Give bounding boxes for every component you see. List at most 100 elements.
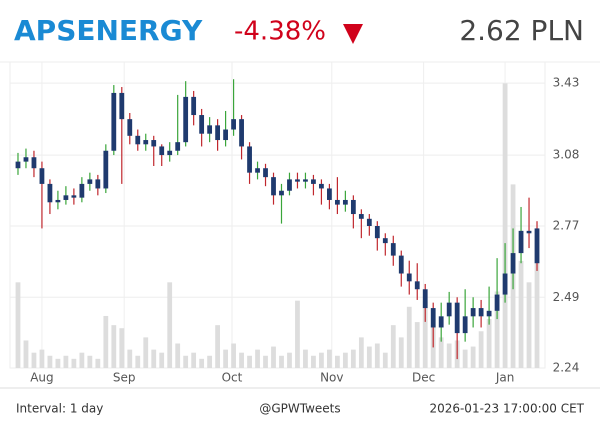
volume-bar <box>95 358 101 368</box>
candle-body <box>470 308 476 317</box>
volume-bar <box>494 291 500 368</box>
volume-bar <box>518 260 524 368</box>
volume-bar <box>398 337 404 368</box>
volume-bar <box>207 355 213 368</box>
candle-body <box>494 294 500 311</box>
candle-body <box>374 226 380 239</box>
volume-bar <box>199 358 205 368</box>
volume-bar <box>79 352 85 368</box>
volume-bar <box>287 352 292 368</box>
candle-body <box>127 119 133 136</box>
candle-body <box>239 119 244 147</box>
y-tick-label: 2.24 <box>553 361 580 375</box>
candle-body <box>271 177 276 196</box>
candle-body <box>23 157 29 162</box>
volume-bar <box>311 355 316 368</box>
candle-body <box>398 255 404 274</box>
source: @GPWTweets <box>259 402 340 416</box>
candle-body <box>199 115 205 134</box>
candle-body <box>366 218 372 227</box>
y-tick-label: 3.08 <box>553 148 580 162</box>
volume-bar <box>183 355 189 368</box>
volume-bar <box>151 349 157 368</box>
volume-bar <box>327 349 332 368</box>
candle-body <box>327 188 332 200</box>
volume-bar <box>31 352 37 368</box>
volume-bar <box>47 355 53 368</box>
volume-bar <box>319 352 324 368</box>
volume-bar <box>175 343 181 368</box>
candle-body <box>438 316 444 328</box>
volume-bar <box>295 300 300 368</box>
volume-bar <box>223 349 228 368</box>
volume-bar <box>239 352 244 368</box>
candle-body <box>143 140 149 145</box>
candle-body <box>462 316 468 334</box>
price: 2.62 PLN <box>459 14 584 47</box>
volume-bar <box>462 349 468 368</box>
volume-bar <box>247 355 252 368</box>
candle-body <box>358 214 364 219</box>
candle-body <box>287 179 292 191</box>
volume-bar <box>87 355 93 368</box>
change: -4.38% <box>234 17 326 47</box>
x-tick-label: Dec <box>412 371 435 385</box>
volume-bar <box>215 325 221 368</box>
candle-body <box>207 125 213 134</box>
volume-bar <box>23 340 29 368</box>
volume-bar <box>15 282 21 368</box>
candle-body <box>422 289 428 309</box>
volume-bar <box>526 282 532 368</box>
candle-body <box>518 230 524 254</box>
candle-body <box>247 146 252 173</box>
volume-bar <box>414 322 420 368</box>
volume-bar <box>119 328 125 368</box>
candle-body <box>319 183 324 189</box>
candle-body <box>430 308 436 328</box>
candle-body <box>263 168 268 178</box>
candle-body <box>510 253 516 274</box>
candle-body <box>95 179 101 189</box>
volume-bar <box>303 349 308 368</box>
candle-body <box>342 199 348 205</box>
candle-body <box>223 129 228 141</box>
y-tick-label: 3.43 <box>553 76 580 90</box>
down-arrow <box>343 24 363 44</box>
volume-bar <box>358 337 364 368</box>
candle-body <box>390 243 396 256</box>
volume-bar <box>438 337 444 368</box>
volume-bar <box>39 349 45 368</box>
interval: Interval: 1 day <box>16 402 103 416</box>
candle-body <box>55 199 61 203</box>
candle-body <box>15 161 21 169</box>
candle-body <box>63 195 69 200</box>
volume-bar <box>263 355 268 368</box>
volume-bar <box>271 346 276 368</box>
candle-body <box>103 150 109 189</box>
candle-body <box>486 310 492 317</box>
candle-body <box>79 183 85 198</box>
candle-body <box>87 179 93 184</box>
volume-bar <box>470 346 476 368</box>
x-tick-label: Aug <box>30 371 53 385</box>
candle-body <box>119 92 125 120</box>
volume-bar <box>486 319 492 368</box>
x-tick-label: Sep <box>113 371 136 385</box>
volume-bar <box>191 352 197 368</box>
ticker: APSENERGY <box>14 14 203 47</box>
candle-body <box>454 302 460 334</box>
volume-bar <box>382 352 388 368</box>
volume-bar <box>159 352 165 368</box>
candle-body <box>295 179 300 182</box>
volume-bar <box>478 331 484 368</box>
candle-body <box>47 183 53 203</box>
timestamp: 2026-01-23 17:00:00 CET <box>429 402 584 416</box>
candle-body <box>39 168 45 184</box>
volume-bar <box>502 83 508 369</box>
candle-body <box>478 308 484 317</box>
x-tick-label: Jan <box>495 371 515 385</box>
volume-bar <box>55 358 61 368</box>
candle-body <box>159 146 165 156</box>
candle-body <box>31 157 37 169</box>
